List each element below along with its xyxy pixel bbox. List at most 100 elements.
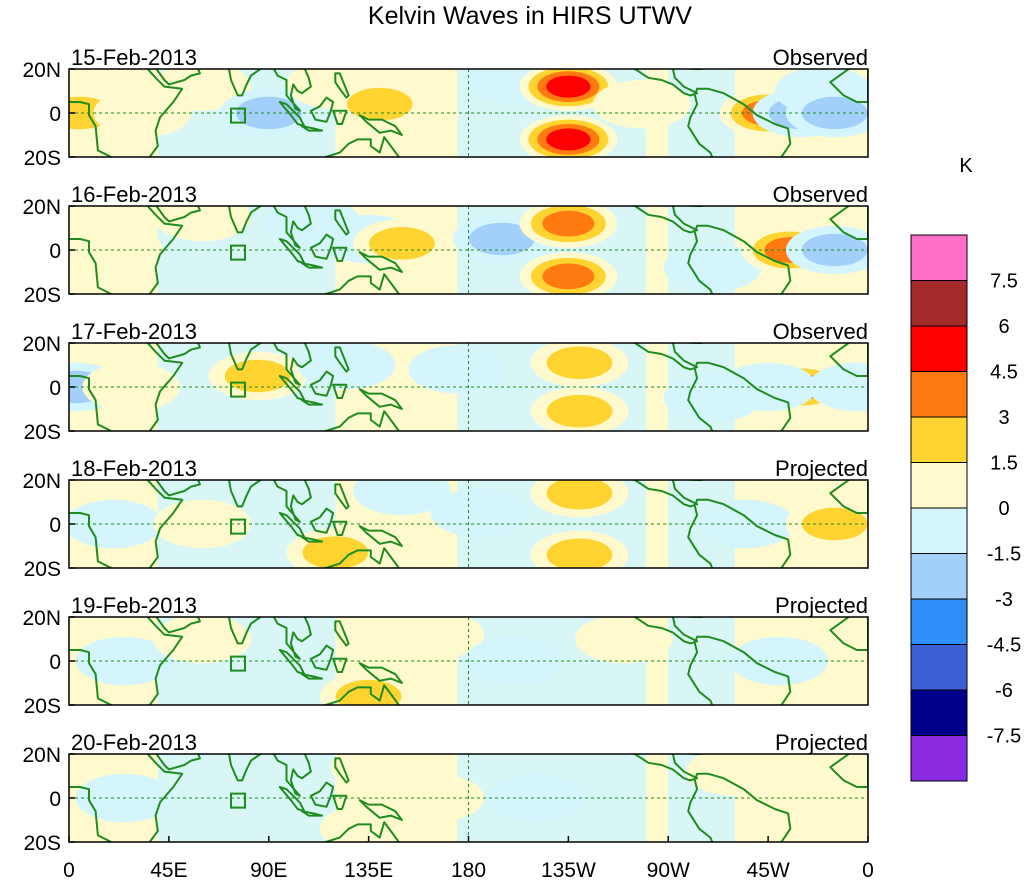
panel-date: 20-Feb-2013 <box>71 730 197 755</box>
lat-tick-label: 20S <box>24 147 61 170</box>
colorbar-label: -1.5 <box>987 544 1021 566</box>
colorbar-units: K <box>959 155 973 177</box>
panel-date: 17-Feb-2013 <box>71 319 197 344</box>
anomaly-contour <box>801 96 868 130</box>
anomaly-contour <box>224 359 291 393</box>
colorbar-label: 3 <box>998 407 1009 429</box>
colorbar-label: 4.5 <box>990 362 1018 384</box>
lat-tick-label: 20N <box>22 196 61 219</box>
anomaly-contour <box>386 617 485 659</box>
colorbar-swatch <box>910 280 968 327</box>
lat-tick-label: 0 <box>49 103 61 126</box>
anomaly-contour <box>592 80 691 129</box>
anomaly-contour <box>546 538 613 568</box>
lon-tick-label: 45E <box>150 859 187 882</box>
lat-tick-label: 20N <box>22 744 61 767</box>
lat-tick-label: 20S <box>24 832 61 855</box>
anomaly-contour <box>801 507 868 541</box>
colorbar-swatch <box>910 689 968 736</box>
longitude-axis: 0 45E 90E 135E 180 135W 90W 45W 0 <box>63 836 874 882</box>
lat-tick-label: 20S <box>24 695 61 718</box>
colorbar-label: 0 <box>998 498 1009 520</box>
anomaly-field <box>69 69 868 157</box>
lat-tick-label: 20S <box>24 558 61 581</box>
anomaly-contour <box>153 617 251 664</box>
anomaly-contour <box>408 345 507 394</box>
panel-status: Projected <box>775 456 868 481</box>
panel-status: Observed <box>773 182 868 207</box>
anomaly-contour <box>353 480 451 516</box>
anomaly-contour <box>430 488 529 538</box>
map-panel: 20N 0 20S 16-Feb-2013 Observed <box>22 182 869 307</box>
anomaly-contour <box>801 233 868 267</box>
region-box <box>230 518 247 535</box>
lat-tick-label: 20N <box>22 607 61 630</box>
lon-tick-label: 135W <box>541 859 596 882</box>
anomaly-contour <box>302 536 369 568</box>
colorbar-swatch <box>910 735 968 782</box>
map-panel: 20N 0 20S 19-Feb-2013 Projected <box>22 593 869 718</box>
anomaly-contour <box>546 394 613 428</box>
coastline <box>69 754 868 842</box>
region-box <box>230 655 247 672</box>
colorbar-swatch <box>910 507 968 554</box>
coastline <box>69 69 868 157</box>
colorbar-swatch <box>910 462 968 509</box>
anomaly-contour <box>575 617 673 664</box>
colorbar-swatch <box>910 416 968 463</box>
anomaly-contour <box>542 263 595 290</box>
lat-tick-label: 20N <box>22 470 61 493</box>
panel-status: Observed <box>773 319 868 344</box>
anomaly-contour <box>546 75 591 98</box>
region-box <box>230 792 247 809</box>
region-box <box>230 107 247 124</box>
region-box <box>230 244 247 261</box>
colorbar-swatch <box>910 553 968 600</box>
anomaly-contour <box>686 754 784 796</box>
colorbar-swatch <box>910 644 968 691</box>
anomaly-contour <box>542 210 595 237</box>
lat-tick-label: 0 <box>49 651 61 674</box>
colorbar: K 7.5 6 4.5 3 1.5 0 -1.5 -3 -4.5 -6 -7.5 <box>910 155 1021 782</box>
panel-status: Projected <box>775 730 868 755</box>
anomaly-contour <box>719 362 817 412</box>
anomaly-contour <box>546 346 613 380</box>
anomaly-contour <box>468 222 535 256</box>
lon-tick-label: 180 <box>451 859 486 882</box>
colorbar-label: -7.5 <box>987 726 1021 748</box>
map-panels: 20N 0 20S 15-Feb-2013 Observed 20N 0 20S 16-Feb-… <box>22 45 869 855</box>
lat-tick-label: 0 <box>49 240 61 263</box>
colorbar-swatch <box>910 598 968 645</box>
figure-title: Kelvin Waves in HIRS UTWV <box>368 2 692 30</box>
colorbar-label: 7.5 <box>990 271 1018 293</box>
panel-date: 16-Feb-2013 <box>71 182 197 207</box>
colorbar-swatch <box>910 371 968 418</box>
coastline <box>69 343 868 431</box>
panel-date: 19-Feb-2013 <box>71 593 197 618</box>
anomaly-contour <box>697 499 795 549</box>
lat-tick-label: 20N <box>22 59 61 82</box>
lat-tick-label: 0 <box>49 514 61 537</box>
anomaly-contour <box>69 499 163 549</box>
lat-tick-label: 20S <box>24 421 61 444</box>
coastline <box>69 206 868 294</box>
map-panel: 20N 0 20S 15-Feb-2013 Observed <box>22 45 869 170</box>
colorbar-swatch <box>910 325 968 372</box>
anomaly-contour <box>69 225 163 275</box>
lon-tick-label: 90E <box>250 859 287 882</box>
map-panel: 20N 0 20S 17-Feb-2013 Observed <box>22 319 869 444</box>
map-panel: 20N 0 20S 18-Feb-2013 Projected <box>22 456 869 581</box>
coastline <box>69 617 868 705</box>
map-panel: 20N 0 20S 20-Feb-2013 Projected <box>22 730 869 855</box>
colorbar-label: 1.5 <box>990 453 1018 475</box>
anomaly-contour <box>369 227 435 260</box>
anomaly-contour <box>486 773 584 823</box>
colorbar-label: -6 <box>995 680 1013 702</box>
panel-status: Projected <box>775 593 868 618</box>
colorbar-swatch <box>910 234 968 281</box>
colorbar-label: -4.5 <box>987 635 1021 657</box>
lon-tick-label: 0 <box>862 859 874 882</box>
anomaly-contour <box>346 87 413 121</box>
lat-tick-label: 0 <box>49 788 61 811</box>
